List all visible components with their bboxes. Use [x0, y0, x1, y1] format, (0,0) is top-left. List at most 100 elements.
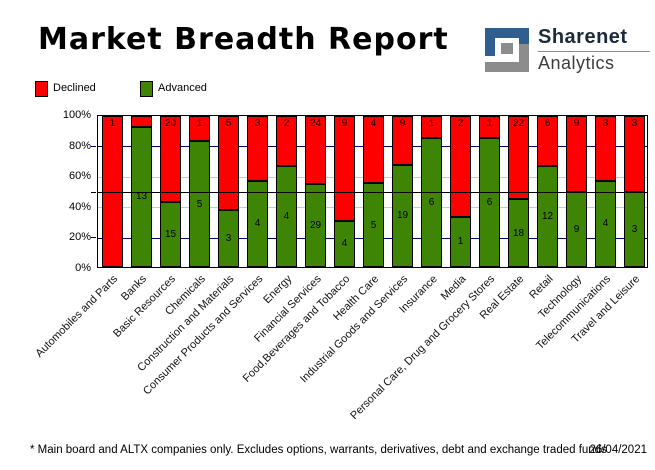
bar-financial-services: 24 29 — [301, 116, 330, 267]
y-tick-60: 60% — [68, 170, 91, 183]
axis-tick-80 — [91, 145, 96, 147]
segment-advanced: 4 — [334, 220, 355, 267]
advanced-value-label: 5 — [196, 198, 203, 210]
segment-advanced: 4 — [595, 180, 616, 267]
segment-declined: 3 — [247, 116, 268, 181]
x-label-energy: Energy — [261, 273, 295, 307]
declined-value-label: 5 — [225, 118, 232, 129]
axis-tick-20 — [91, 237, 96, 239]
x-label-chemicals: Chemicals — [162, 273, 208, 318]
segment-declined: 1 — [189, 116, 210, 142]
declined-swatch — [35, 81, 48, 97]
segment-declined — [131, 116, 152, 127]
segment-declined: 20 — [160, 116, 181, 203]
bar-retail: 6 12 — [533, 116, 562, 267]
declined-value-label: 9 — [399, 118, 406, 129]
x-label-insurance: Insurance — [396, 273, 440, 316]
bar-industrial-goods-and-services: 9 19 — [388, 116, 417, 267]
declined-value-label: 9 — [341, 118, 348, 129]
segment-advanced: 3 — [624, 191, 645, 267]
footer-date: 26/04/2021 — [589, 444, 647, 456]
segment-declined: 5 — [218, 116, 239, 211]
segment-declined: 1 — [102, 116, 123, 267]
x-label-food-beverages-and-tobacco: Food,Beverages and Tobacco — [240, 273, 353, 385]
bar-basic-resources: 20 15 — [156, 116, 185, 267]
segment-advanced: 3 — [218, 210, 239, 267]
segment-advanced: 5 — [189, 141, 210, 267]
bar-banks: 13 — [127, 116, 156, 267]
advanced-value-label: 19 — [396, 210, 409, 222]
sharenet-logo-icon — [485, 28, 529, 72]
segment-advanced: 5 — [363, 183, 384, 267]
x-label-automobiles-and-parts: Automobiles and Parts — [33, 273, 121, 360]
logo-line2: Analytics — [538, 53, 615, 73]
segment-advanced: 29 — [305, 184, 326, 267]
segment-advanced: 13 — [131, 126, 152, 267]
declined-value-label: 20 — [164, 118, 177, 129]
y-tick-40: 40% — [68, 200, 91, 213]
declined-value-label: 6 — [544, 118, 551, 129]
footer-note: * Main board and ALTX companies only. Ex… — [30, 444, 607, 456]
x-label-industrial-goods-and-services: Industrial Goods and Services — [298, 273, 411, 386]
x-label-basic-resources: Basic Resources — [111, 273, 179, 340]
segment-advanced: 15 — [160, 202, 181, 267]
advanced-value-label: 29 — [309, 220, 322, 232]
advanced-value-label: 6 — [428, 196, 435, 208]
x-label-consumer-products-and-services: Consumer Products and Services — [141, 273, 266, 398]
segment-declined: 9 — [566, 116, 587, 192]
advanced-value-label: 3 — [631, 223, 638, 235]
x-label-banks: Banks — [119, 273, 150, 304]
declined-value-label: 3 — [254, 118, 261, 129]
segment-declined: 9 — [392, 116, 413, 165]
plot-area: 1 13 20 15 1 5 5 3 3 4 2 4 24 29 9 4 4 5 9 19 1 6 2 1 1 6 22 18 6 12 9… — [97, 115, 648, 268]
page-title: Market Breadth Report — [38, 22, 449, 57]
advanced-value-label: 4 — [283, 211, 290, 223]
segment-declined: 22 — [508, 116, 529, 200]
advanced-value-label: 18 — [512, 227, 525, 239]
advanced-value-label: 5 — [370, 219, 377, 231]
x-label-real-estate: Real Estate — [477, 273, 527, 322]
declined-value-label: 4 — [370, 118, 377, 129]
x-label-technology: Technology — [536, 273, 585, 321]
declined-value-label: 1 — [486, 118, 493, 129]
x-label-media: Media — [438, 273, 469, 303]
bar-automobiles-and-parts: 1 — [98, 116, 127, 267]
logo: Sharenet Analytics — [484, 26, 650, 76]
x-axis-labels: Automobiles and Parts Banks Basic Resource… — [0, 269, 655, 439]
legend-label-advanced: Advanced — [158, 82, 207, 94]
declined-value-label: 24 — [309, 118, 322, 129]
segment-declined: 2 — [276, 116, 297, 167]
x-label-retail: Retail — [527, 273, 556, 302]
x-label-personal-care-drug-and-grocery-stores: Personal Care, Drug and Grocery Stores — [348, 273, 498, 422]
x-label-health-care: Health Care — [331, 273, 382, 323]
axis-tick-50 — [91, 191, 96, 193]
declined-value-label: 1 — [196, 118, 203, 129]
x-label-construction-and-materials: Construction and Materials — [135, 273, 237, 375]
declined-value-label: 1 — [428, 118, 435, 129]
advanced-value-label: 4 — [602, 218, 609, 230]
segment-advanced: 18 — [508, 199, 529, 267]
advanced-value-label: 4 — [254, 218, 261, 230]
y-tick-0: 0% — [75, 262, 91, 274]
advanced-value-label: 15 — [164, 229, 177, 241]
segment-advanced: 19 — [392, 164, 413, 267]
gridline-50 — [98, 192, 647, 193]
declined-value-label: 2 — [283, 118, 290, 129]
segment-declined: 6 — [537, 116, 558, 167]
y-tick-20: 20% — [68, 231, 91, 244]
segment-declined: 2 — [450, 116, 471, 217]
declined-value-label: 2 — [457, 118, 464, 129]
segment-declined: 1 — [421, 116, 442, 138]
legend-label-declined: Declined — [53, 82, 96, 94]
segment-declined: 3 — [624, 116, 645, 192]
advanced-value-label: 4 — [341, 238, 348, 250]
